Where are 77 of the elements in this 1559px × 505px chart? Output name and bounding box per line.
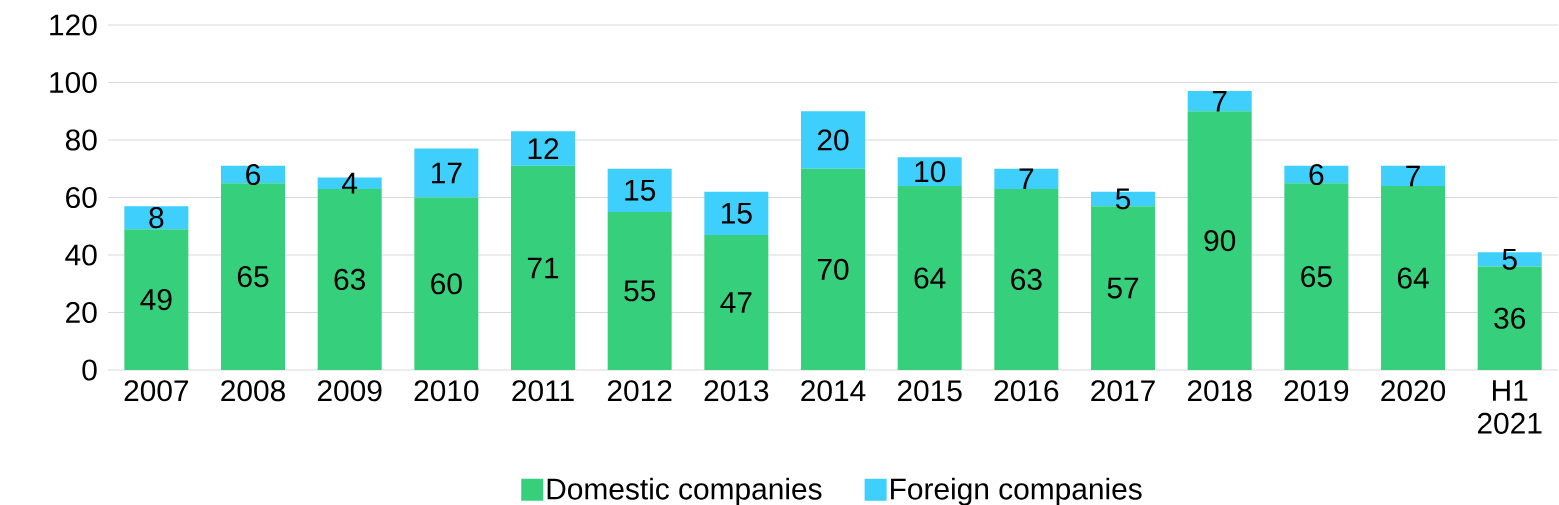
data-label: 7 (1212, 90, 1227, 112)
data-label: 70 (817, 258, 849, 280)
y-tick-label: 100 (50, 71, 97, 94)
x-tick-label: 2014 (801, 380, 866, 402)
bar (414, 148, 479, 198)
bar (1381, 165, 1446, 186)
bar (704, 234, 769, 370)
data-label: 10 (915, 161, 946, 183)
x-tick-label: 2016 (994, 380, 1059, 402)
y-tick-label: 40 (65, 244, 97, 266)
bar (511, 165, 575, 370)
bar (414, 197, 479, 370)
bar (801, 111, 866, 169)
y-tick-label: 0 (82, 359, 97, 381)
data-label: 15 (722, 202, 752, 224)
data-label: 36 (1494, 307, 1525, 329)
data-label: 64 (1397, 267, 1429, 289)
data-label: 55 (624, 280, 656, 302)
x-tick-label: 2007 (124, 380, 189, 402)
data-label: 49 (140, 288, 172, 311)
x-tick-label: 2012 (607, 380, 672, 402)
data-label: 90 (1204, 230, 1236, 252)
data-label: 6 (1309, 163, 1324, 186)
bar (1187, 111, 1252, 370)
x-tick-label: 2011 (512, 380, 574, 402)
bar (1187, 91, 1252, 112)
bar (801, 168, 866, 370)
bar (221, 183, 285, 370)
data-label: 5 (1115, 188, 1131, 210)
x-tick-label: 2018 (1187, 380, 1252, 402)
data-label: 5 (1502, 248, 1517, 270)
data-label: 12 (528, 138, 559, 160)
bar (124, 229, 189, 370)
data-label: 17 (432, 162, 462, 184)
x-tick-label: 2020 (1381, 380, 1446, 402)
data-label: 65 (237, 265, 269, 288)
data-label: 64 (914, 267, 946, 289)
data-label: 7 (1019, 168, 1034, 190)
data-label: 65 (1301, 265, 1332, 288)
y-tick-label: 80 (65, 129, 97, 151)
y-tick-label: 60 (66, 186, 97, 209)
bar (1284, 183, 1349, 370)
bar (994, 168, 1059, 189)
data-label: 4 (342, 172, 358, 194)
data-label: 6 (246, 163, 260, 186)
data-label: 8 (149, 207, 164, 229)
bar (897, 186, 962, 370)
x-tick-label: 2009 (317, 380, 382, 402)
x-tick-label: 2010 (414, 380, 479, 402)
data-label: 60 (431, 273, 462, 295)
data-label: 57 (1107, 277, 1139, 299)
data-label: 71 (527, 257, 559, 279)
bar (994, 188, 1059, 370)
x-tick-label: 2017 (1091, 380, 1155, 402)
bar (704, 191, 769, 235)
bar (511, 131, 575, 166)
bar (1284, 165, 1349, 184)
data-label: 7 (1406, 165, 1420, 187)
bar (124, 206, 189, 230)
data-label: 20 (817, 129, 849, 151)
x-tick-label: 2008 (221, 380, 285, 402)
bar (607, 211, 672, 370)
bar (897, 157, 962, 186)
x-tick-label: 2019 (1284, 380, 1349, 402)
bar (1381, 186, 1446, 370)
data-label: 47 (720, 292, 752, 313)
x-tick-label: 2013 (704, 380, 769, 402)
legend-label: Foreign companies (891, 477, 1142, 505)
y-tick-label: 120 (50, 14, 97, 36)
bar (607, 168, 672, 212)
data-label: 63 (334, 268, 365, 291)
data-label: 15 (625, 179, 656, 201)
legend-label: Domestic companies (547, 477, 822, 505)
x-tick-label: H1 2021 (1477, 380, 1542, 434)
data-label: 63 (1011, 268, 1042, 291)
y-tick-label: 20 (66, 301, 97, 324)
x-tick-label: 2015 (897, 380, 962, 402)
